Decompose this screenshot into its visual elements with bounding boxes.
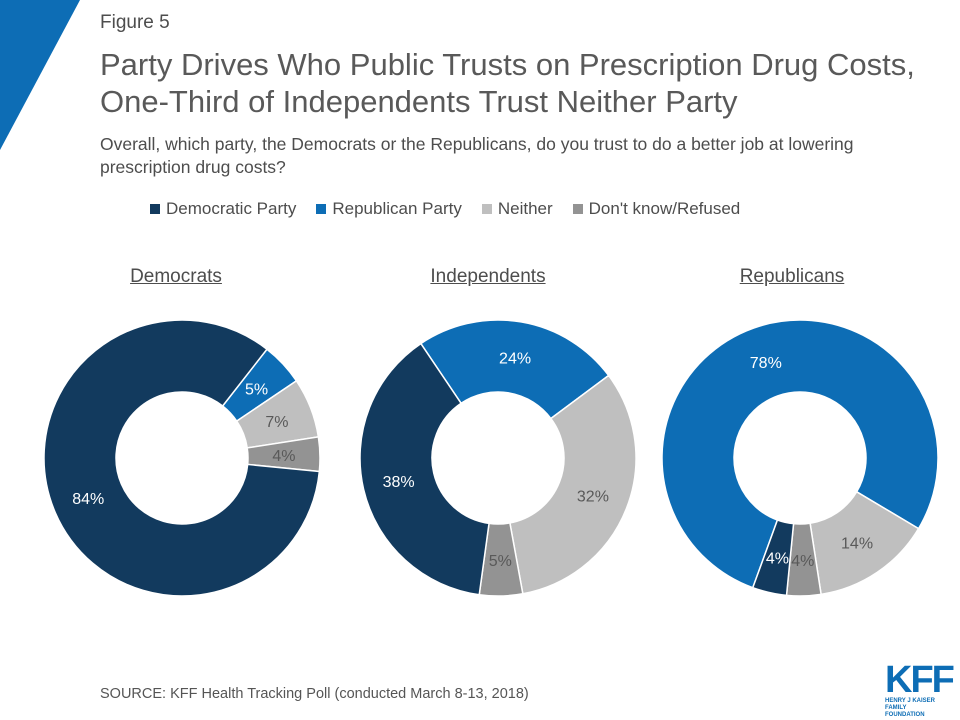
logo-subtext-line2: FAMILY FOUNDATION bbox=[885, 705, 925, 718]
legend-swatch-dont-know bbox=[572, 204, 583, 214]
label-republicans-democratic: 4% bbox=[766, 550, 789, 567]
label-democrats-neither: 7% bbox=[265, 414, 288, 431]
slice-independents-democratic bbox=[359, 342, 490, 596]
legend-item-democratic: Democratic Party bbox=[150, 199, 296, 219]
chart-subtitle: Overall, which party, the Democrats or t… bbox=[100, 134, 854, 177]
label-independents-neither: 32% bbox=[577, 488, 609, 505]
legend-label-democratic: Democratic Party bbox=[166, 199, 297, 218]
kff-logo: KFF HENRY J KAISER FAMILY FOUNDATION bbox=[885, 659, 955, 719]
legend-swatch-neither bbox=[481, 204, 492, 214]
label-republicans-neither: 14% bbox=[841, 536, 873, 553]
logo-mark: KFF bbox=[885, 659, 955, 701]
corner-accent bbox=[0, 0, 80, 150]
logo-subtext: HENRY J KAISER FAMILY FOUNDATION bbox=[885, 698, 945, 719]
label-independents-democratic: 38% bbox=[383, 474, 415, 491]
label-democrats-democratic: 84% bbox=[72, 491, 104, 508]
label-republicans-dont-know: 4% bbox=[791, 553, 814, 570]
source-note: SOURCE: KFF Health Tracking Poll (conduc… bbox=[100, 686, 529, 702]
legend-label-republican: Republican Party bbox=[332, 199, 462, 218]
legend-item-neither: Neither bbox=[481, 199, 553, 219]
label-democrats-dont-know: 4% bbox=[272, 448, 295, 465]
legend-item-republican: Republican Party bbox=[316, 199, 462, 219]
label-democrats-republican: 5% bbox=[245, 381, 268, 398]
panel-title-independents: Independents bbox=[430, 266, 546, 287]
chart-title: Party Drives Who Public Trusts on Prescr… bbox=[100, 47, 915, 119]
label-republicans-republican: 78% bbox=[750, 355, 782, 372]
legend-swatch-democratic bbox=[150, 204, 160, 214]
legend: Democratic Party Republican Party Neithe… bbox=[150, 198, 760, 220]
panel-title-democrats: Democrats bbox=[130, 266, 222, 287]
slice-republicans-democratic bbox=[751, 519, 795, 597]
slice-independents-neither bbox=[509, 374, 637, 595]
slice-republicans-republican bbox=[661, 319, 939, 589]
slice-democrats-democratic bbox=[43, 319, 321, 597]
legend-swatch-republican bbox=[316, 204, 327, 214]
legend-label-dont-know: Don't know/Refused bbox=[588, 199, 741, 218]
label-independents-republican: 24% bbox=[499, 350, 531, 367]
label-independents-dont-know: 5% bbox=[489, 553, 512, 570]
slice-independents-republican bbox=[419, 319, 610, 420]
logo-subtext-line1: HENRY J KAISER bbox=[885, 698, 936, 704]
panel-title-republicans: Republicans bbox=[739, 266, 845, 287]
figure-label: Figure 5 bbox=[100, 12, 170, 33]
legend-label-neither: Neither bbox=[497, 199, 553, 218]
legend-item-dont-know: Don't know/Refused bbox=[572, 199, 741, 219]
corner-triangle bbox=[0, 0, 80, 150]
